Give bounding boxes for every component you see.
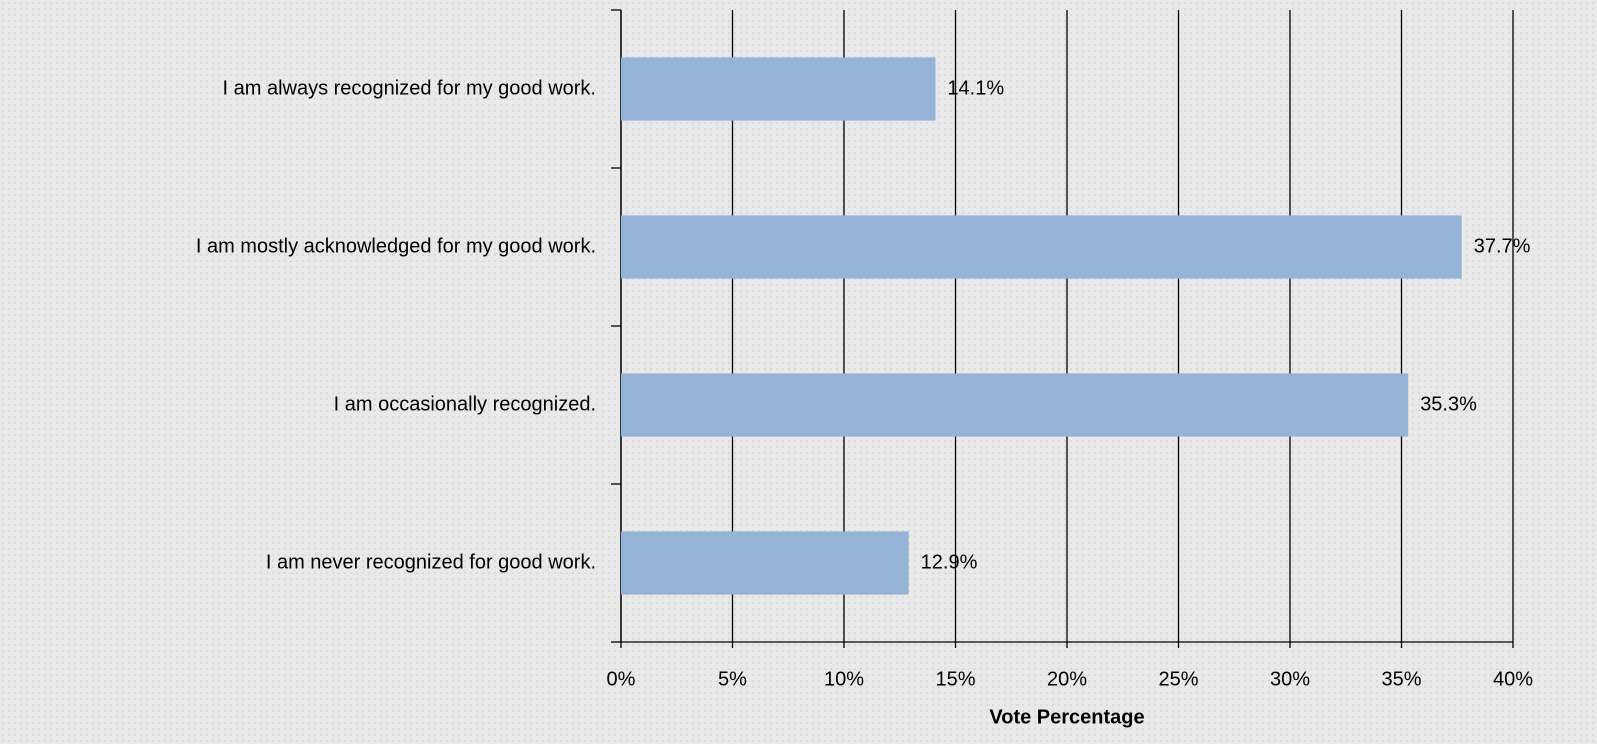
x-axis-title: Vote Percentage bbox=[989, 706, 1144, 728]
x-tick-label: 40% bbox=[1493, 668, 1533, 690]
x-tick-label: 35% bbox=[1381, 668, 1421, 690]
x-tick-label: 5% bbox=[718, 668, 747, 690]
x-tick-label: 20% bbox=[1047, 668, 1087, 690]
bar bbox=[621, 373, 1409, 437]
bar bbox=[621, 531, 909, 595]
x-tick-label: 15% bbox=[935, 668, 975, 690]
x-tick-label: 10% bbox=[824, 668, 864, 690]
bar bbox=[621, 215, 1462, 279]
data-label: 35.3% bbox=[1420, 393, 1477, 415]
data-label: 37.7% bbox=[1474, 235, 1531, 257]
y-tick-label: I am occasionally recognized. bbox=[334, 393, 596, 415]
x-tick-label: 0% bbox=[607, 668, 636, 690]
y-tick-label: I am never recognized for good work. bbox=[266, 551, 596, 573]
x-tick-label: 25% bbox=[1158, 668, 1198, 690]
y-tick-label: I am mostly acknowledged for my good wor… bbox=[196, 235, 596, 257]
x-tick-label: 30% bbox=[1270, 668, 1310, 690]
data-label: 12.9% bbox=[921, 551, 978, 573]
bar bbox=[621, 57, 936, 121]
data-label: 14.1% bbox=[947, 77, 1004, 99]
y-tick-label: I am always recognized for my good work. bbox=[223, 77, 597, 99]
